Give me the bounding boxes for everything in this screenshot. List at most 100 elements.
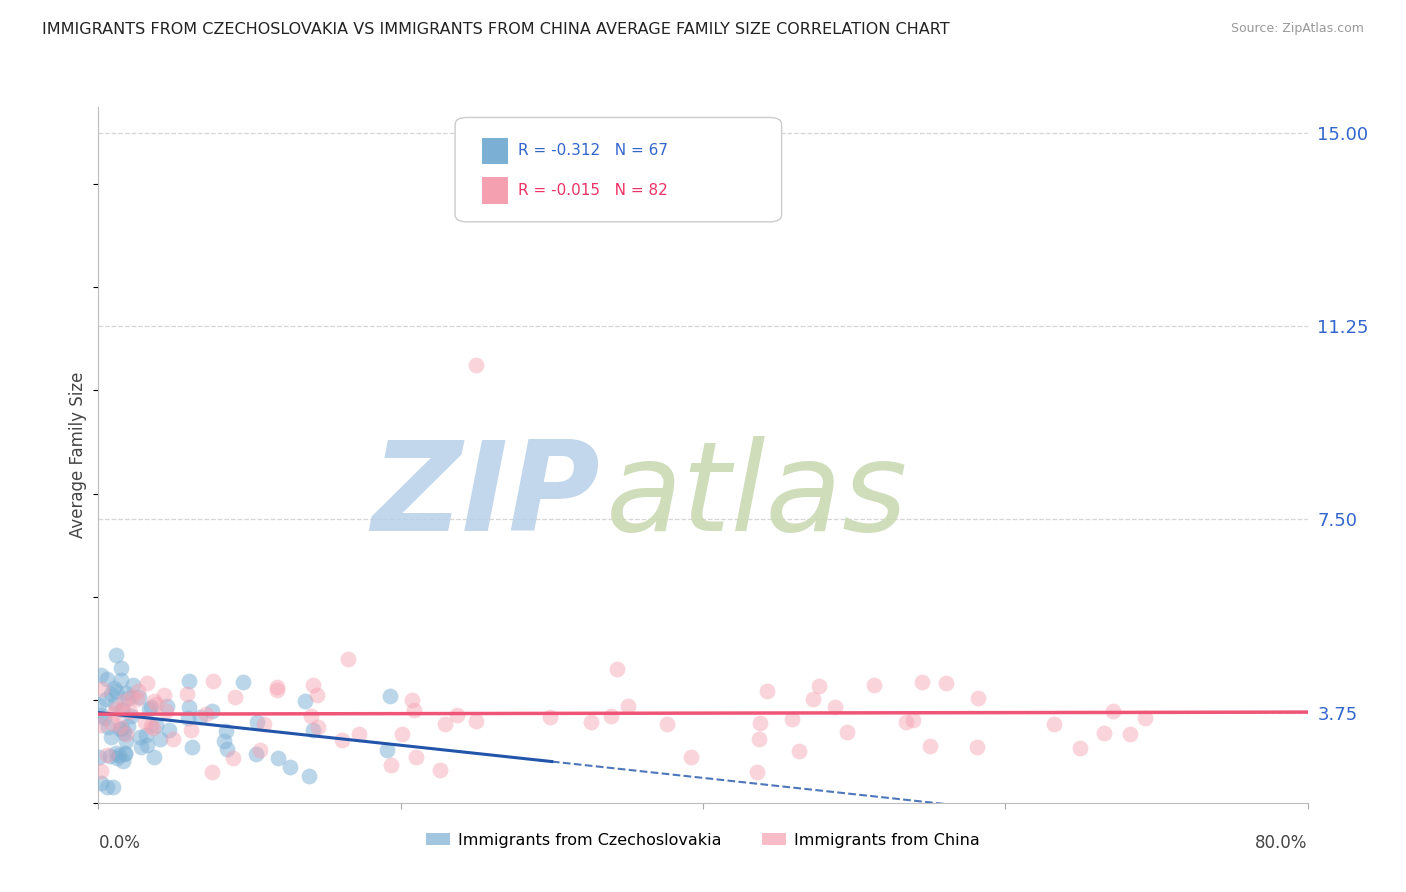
Point — [307, 688, 329, 702]
Text: R = -0.015   N = 82: R = -0.015 N = 82 — [517, 183, 668, 198]
Point — [294, 694, 316, 708]
Point — [90, 776, 112, 790]
Text: atlas: atlas — [606, 436, 908, 558]
Point — [94, 692, 117, 706]
Point — [101, 780, 124, 795]
Point — [141, 719, 163, 733]
Y-axis label: Average Family Size: Average Family Size — [69, 372, 87, 538]
Point — [249, 743, 271, 757]
Point — [901, 713, 924, 727]
Point — [188, 710, 211, 724]
Point — [1101, 704, 1123, 718]
Point — [201, 674, 224, 689]
Point — [748, 732, 770, 747]
Point — [96, 748, 118, 763]
Point — [100, 687, 122, 701]
Point — [538, 710, 561, 724]
Point — [336, 652, 359, 666]
Point — [195, 707, 218, 722]
Point — [201, 764, 224, 779]
Point — [135, 728, 157, 742]
Point — [105, 648, 128, 662]
FancyBboxPatch shape — [482, 178, 509, 203]
Point — [120, 706, 142, 720]
Point — [782, 712, 804, 726]
Point — [111, 721, 134, 735]
Point — [201, 704, 224, 718]
Point — [120, 709, 142, 723]
Point — [117, 690, 139, 705]
Point — [159, 723, 181, 737]
Point — [128, 690, 150, 705]
Point — [807, 679, 830, 693]
Point — [110, 661, 132, 675]
Point — [1135, 711, 1157, 725]
Point — [87, 750, 110, 764]
Point — [90, 708, 112, 723]
Point — [606, 662, 628, 676]
Point — [253, 717, 276, 731]
Point — [824, 700, 846, 714]
Point — [108, 719, 131, 733]
Point — [307, 720, 329, 734]
Point — [212, 733, 235, 747]
Point — [330, 733, 353, 747]
Point — [114, 746, 136, 760]
Point — [136, 738, 159, 752]
Point — [617, 698, 640, 713]
Point — [894, 714, 917, 729]
Point — [177, 711, 200, 725]
Point — [104, 747, 127, 761]
Point — [89, 717, 111, 731]
Text: 0.0%: 0.0% — [98, 834, 141, 852]
Point — [278, 760, 301, 774]
Point — [136, 675, 159, 690]
Point — [180, 739, 202, 754]
Point — [96, 780, 118, 795]
Point — [153, 688, 176, 702]
Point — [141, 721, 163, 735]
Text: 80.0%: 80.0% — [1256, 834, 1308, 852]
Point — [299, 709, 322, 723]
Point — [103, 681, 125, 696]
Point — [112, 693, 135, 707]
Point — [114, 747, 136, 761]
Point — [104, 702, 127, 716]
Point — [121, 690, 143, 704]
Point — [380, 758, 402, 772]
Point — [655, 717, 678, 731]
Point — [105, 751, 128, 765]
Point — [748, 715, 770, 730]
Point — [266, 680, 288, 694]
Point — [93, 711, 115, 725]
Point — [177, 674, 200, 689]
Point — [862, 678, 884, 692]
Point — [122, 678, 145, 692]
Point — [404, 703, 426, 717]
Point — [125, 692, 148, 706]
Point — [935, 676, 957, 690]
Text: R = -0.312   N = 67: R = -0.312 N = 67 — [517, 144, 668, 159]
Point — [117, 719, 139, 733]
Point — [245, 747, 267, 761]
Point — [155, 704, 177, 718]
Point — [465, 714, 488, 728]
Legend: Immigrants from Czechoslovakia, Immigrants from China: Immigrants from Czechoslovakia, Immigran… — [420, 826, 986, 854]
Point — [156, 698, 179, 713]
Point — [679, 750, 702, 764]
Text: IMMIGRANTS FROM CZECHOSLOVAKIA VS IMMIGRANTS FROM CHINA AVERAGE FAMILY SIZE CORR: IMMIGRANTS FROM CZECHOSLOVAKIA VS IMMIGR… — [42, 22, 950, 37]
Point — [1069, 741, 1091, 756]
Point — [138, 702, 160, 716]
Point — [180, 723, 202, 737]
Point — [434, 717, 457, 731]
Point — [104, 697, 127, 711]
Point — [1043, 716, 1066, 731]
Point — [755, 683, 778, 698]
Point — [107, 748, 129, 763]
Point — [298, 769, 321, 783]
Point — [98, 749, 121, 764]
Point — [129, 730, 152, 744]
Point — [1092, 726, 1115, 740]
Point — [115, 686, 138, 700]
Point — [302, 678, 325, 692]
